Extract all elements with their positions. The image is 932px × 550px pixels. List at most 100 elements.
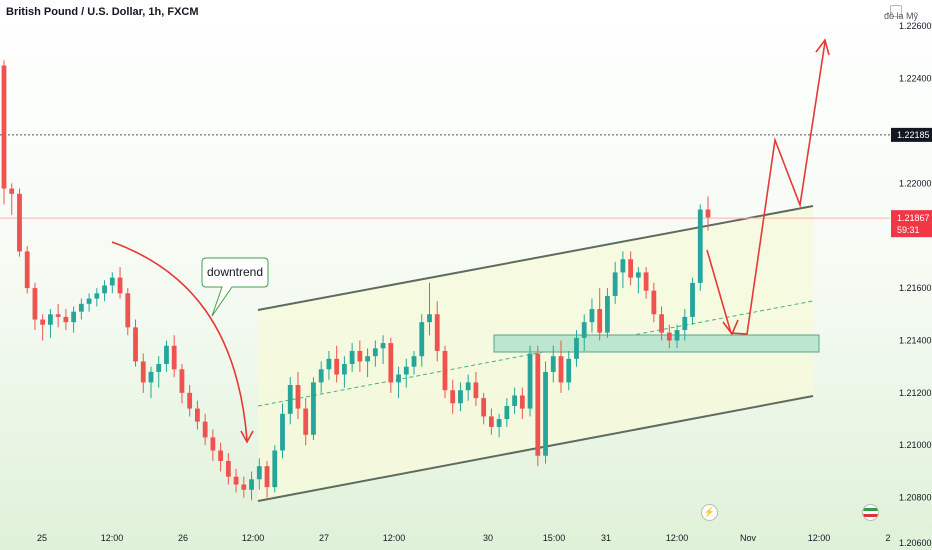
- x-tick-label: 25: [37, 533, 47, 543]
- channel-upper-line: [257, 205, 814, 311]
- candle-body: [674, 330, 680, 341]
- candle-body: [488, 416, 494, 427]
- x-tick-label: 26: [178, 533, 188, 543]
- candle-body: [133, 327, 138, 362]
- marked-price-label: 1.22185: [897, 130, 930, 140]
- candle-body: [48, 314, 53, 325]
- candle-body: [589, 309, 595, 323]
- candle-body: [1, 65, 7, 189]
- marked-price-badge: [891, 127, 932, 142]
- candle-body: [311, 382, 316, 435]
- candle-body: [264, 466, 270, 488]
- candle-body: [434, 314, 440, 351]
- y-tick-label: 1.22400: [899, 74, 932, 84]
- candle-body: [187, 392, 193, 409]
- candle-body: [334, 358, 340, 375]
- candle-body: [117, 277, 123, 294]
- candle-body: [519, 395, 525, 409]
- chart-title: British Pound / U.S. Dollar, 1h, FXCM: [6, 6, 199, 18]
- downtrend-arrow: [111, 241, 248, 441]
- y-tick-label: 1.22000: [899, 178, 932, 188]
- channel-midline: [257, 300, 814, 407]
- x-tick-label: 30: [483, 533, 493, 543]
- candle-body: [125, 293, 131, 328]
- projection-path: [706, 41, 826, 335]
- candle-body: [535, 353, 541, 456]
- candle-body: [643, 272, 649, 291]
- candle-body: [419, 322, 425, 357]
- x-tick-label: Nov: [740, 533, 757, 543]
- downtrend-callout-label: downtrend: [207, 265, 263, 279]
- candle-body: [32, 288, 38, 320]
- candle-body: [705, 209, 711, 218]
- candle-body: [63, 316, 69, 323]
- y-tick-label: 1.20800: [899, 493, 932, 503]
- x-tick-label: 12:00: [383, 533, 406, 543]
- candle-body: [55, 314, 61, 317]
- flag-event-icon[interactable]: [862, 504, 879, 521]
- candle-body: [171, 345, 177, 370]
- candle-body: [427, 314, 432, 323]
- y-tick-label: 1.22600: [899, 21, 932, 31]
- candle-body: [318, 369, 324, 383]
- projection-down-arrowhead: [722, 319, 739, 336]
- downtrend-arrowhead: [240, 430, 254, 444]
- candle-body: [303, 408, 309, 435]
- symbol-logo-icon: [890, 5, 902, 17]
- x-tick-label: 27: [319, 533, 329, 543]
- x-tick-label: 15:00: [543, 533, 566, 543]
- y-tick-label: 1.21200: [899, 388, 932, 398]
- candle-body: [156, 364, 162, 372]
- candle-body: [71, 311, 77, 323]
- candle-body: [512, 395, 517, 406]
- candle-body: [635, 272, 641, 278]
- candle-body: [24, 251, 30, 289]
- candle-body: [272, 450, 278, 488]
- candle-body: [86, 298, 92, 304]
- candle-body: [581, 322, 587, 338]
- projection-up-arrowhead: [815, 38, 830, 56]
- candle-body: [225, 460, 231, 477]
- x-tick-label: 12:00: [101, 533, 124, 543]
- candle-body: [442, 350, 448, 391]
- candle-body: [9, 188, 15, 194]
- candle-body: [612, 272, 618, 296]
- candle-body: [566, 358, 572, 383]
- y-tick-label: 1.21000: [899, 440, 932, 450]
- candle-body: [574, 337, 579, 359]
- candle-body: [651, 290, 657, 315]
- candle-body: [195, 408, 200, 422]
- candle-body: [326, 358, 332, 370]
- candle-body: [605, 295, 610, 333]
- x-tick-label: 12:00: [808, 533, 831, 543]
- candle-body: [233, 476, 239, 485]
- candle-body: [164, 345, 169, 365]
- candle-body: [543, 371, 548, 456]
- y-tick-label: 1.20600: [899, 538, 932, 548]
- candle-body: [659, 314, 664, 333]
- candle-body: [380, 343, 386, 349]
- candle-body: [372, 348, 378, 357]
- candle-body: [666, 332, 672, 341]
- candle-body: [550, 356, 556, 372]
- candle-body: [597, 309, 603, 333]
- candle-body: [697, 209, 703, 283]
- x-tick-label: 2: [885, 533, 890, 543]
- candle-body: [17, 193, 22, 252]
- x-tick-label: 31: [601, 533, 611, 543]
- candle-body: [218, 450, 224, 461]
- candle-body: [140, 361, 146, 383]
- candle-body: [40, 319, 46, 325]
- candle-body: [473, 382, 479, 399]
- current-price-countdown: 59:31: [897, 225, 920, 235]
- candle-body: [94, 293, 100, 299]
- candle-body: [241, 484, 247, 490]
- x-tick-label: 12:00: [666, 533, 689, 543]
- candle-body: [78, 303, 84, 312]
- lightning-event-icon[interactable]: ⚡: [701, 504, 718, 521]
- candle-body: [349, 350, 355, 365]
- candle-body: [496, 419, 502, 427]
- candle-body: [527, 353, 533, 409]
- candle-body: [458, 390, 463, 404]
